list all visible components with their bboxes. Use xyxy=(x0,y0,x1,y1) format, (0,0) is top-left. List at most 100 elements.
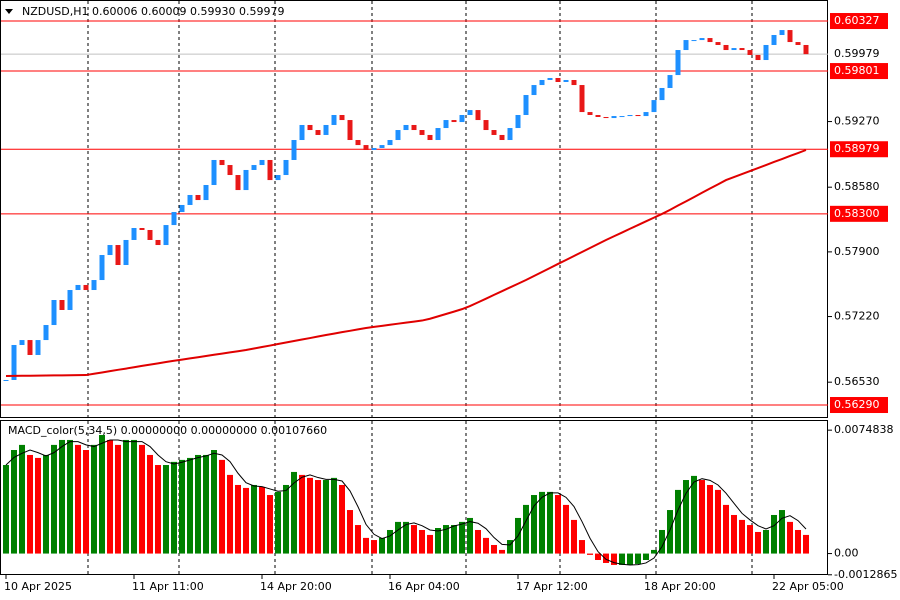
macd-bar xyxy=(299,474,305,554)
macd-bar xyxy=(115,444,121,554)
macd-bar xyxy=(339,484,345,554)
macd-bar xyxy=(755,531,761,554)
macd-bar xyxy=(787,521,793,554)
macd-bar xyxy=(171,461,177,554)
macd-bar xyxy=(611,553,617,565)
macd-bar xyxy=(571,519,577,554)
candle xyxy=(419,130,425,135)
candle xyxy=(83,284,89,291)
candle xyxy=(491,130,497,135)
macd-bar xyxy=(307,477,313,554)
macd-bar xyxy=(75,444,81,554)
candle xyxy=(435,128,441,141)
macd-bar xyxy=(59,439,65,554)
macd-bar xyxy=(91,444,97,554)
x-tick-label: 14 Apr 20:00 xyxy=(260,580,332,593)
candle xyxy=(723,44,729,51)
macd-bar xyxy=(715,489,721,554)
candle xyxy=(307,124,313,131)
macd-bar xyxy=(539,491,545,554)
macd-bar xyxy=(275,491,281,554)
candle xyxy=(571,79,577,86)
macd-bar xyxy=(131,439,137,554)
candle xyxy=(339,114,345,121)
macd-bar xyxy=(635,553,641,564)
macd-bar xyxy=(123,439,129,554)
macd-bar xyxy=(355,525,361,554)
macd-bar xyxy=(315,480,321,554)
candle xyxy=(323,124,329,135)
x-tick-label: 18 Apr 20:00 xyxy=(644,580,716,593)
candle xyxy=(107,245,113,256)
candle xyxy=(259,159,265,166)
candle xyxy=(427,134,433,141)
candle xyxy=(619,116,625,118)
x-tick-label: 10 Apr 2025 xyxy=(4,580,72,593)
macd-bar xyxy=(795,529,801,554)
macd-bar xyxy=(419,529,425,554)
candle xyxy=(3,379,9,381)
candle xyxy=(227,165,233,176)
x-tick-label: 17 Apr 12:00 xyxy=(516,580,588,593)
candle xyxy=(787,30,793,43)
macd-bar xyxy=(779,510,785,554)
macd-bar xyxy=(723,504,729,554)
level-label: 0.58300 xyxy=(834,207,880,220)
macd-bar xyxy=(11,450,17,554)
candle xyxy=(475,110,481,121)
macd-bar xyxy=(379,537,385,554)
macd-bar xyxy=(739,519,745,554)
candle xyxy=(235,175,241,191)
macd-bar xyxy=(219,459,225,554)
macd-bar xyxy=(443,525,449,554)
macd-bar xyxy=(627,553,633,565)
macd-bar xyxy=(499,549,505,554)
candle xyxy=(443,120,449,129)
macd-bar xyxy=(475,529,481,554)
macd-bar xyxy=(371,540,377,554)
candle xyxy=(11,344,17,380)
macd-panel-frame xyxy=(0,420,828,575)
candle xyxy=(531,85,537,96)
candle xyxy=(139,227,145,230)
macd-bar xyxy=(667,510,673,554)
x-tick-label: 11 Apr 11:00 xyxy=(132,580,204,593)
menu-arrow xyxy=(5,9,13,14)
candle xyxy=(675,50,681,76)
macd-bar xyxy=(267,495,273,554)
macd-bar xyxy=(707,484,713,554)
macd-bar xyxy=(19,444,25,554)
candle xyxy=(267,159,273,181)
candle xyxy=(251,165,257,170)
candle xyxy=(363,145,369,151)
candle xyxy=(171,212,177,226)
candle xyxy=(43,325,49,341)
candle xyxy=(99,255,105,281)
candle xyxy=(35,340,41,355)
macd-bar xyxy=(731,514,737,554)
candle xyxy=(667,75,673,88)
macd-bar xyxy=(603,553,609,563)
chart-title: NZDUSD,H1 0.60006 0.60009 0.59930 0.5997… xyxy=(22,5,284,18)
macd-bar xyxy=(195,454,201,554)
candle xyxy=(451,120,457,123)
candle xyxy=(219,159,225,166)
candle xyxy=(283,159,289,176)
macd-bar xyxy=(323,480,329,554)
price-panel-frame xyxy=(0,0,828,418)
candle xyxy=(683,40,689,51)
candle xyxy=(499,134,505,141)
candle xyxy=(187,194,193,205)
candle xyxy=(355,140,361,146)
macd-bar xyxy=(243,487,249,554)
candle xyxy=(707,38,713,43)
macd-bar xyxy=(3,465,9,554)
macd-bar xyxy=(483,537,489,554)
macd-bar xyxy=(27,454,33,554)
macd-bar xyxy=(803,534,809,554)
macd-bar xyxy=(507,540,513,554)
candle xyxy=(795,42,801,45)
macd-bar xyxy=(147,454,153,554)
y-tick-label: 0.00 xyxy=(834,547,859,560)
macd-bar xyxy=(35,457,41,554)
